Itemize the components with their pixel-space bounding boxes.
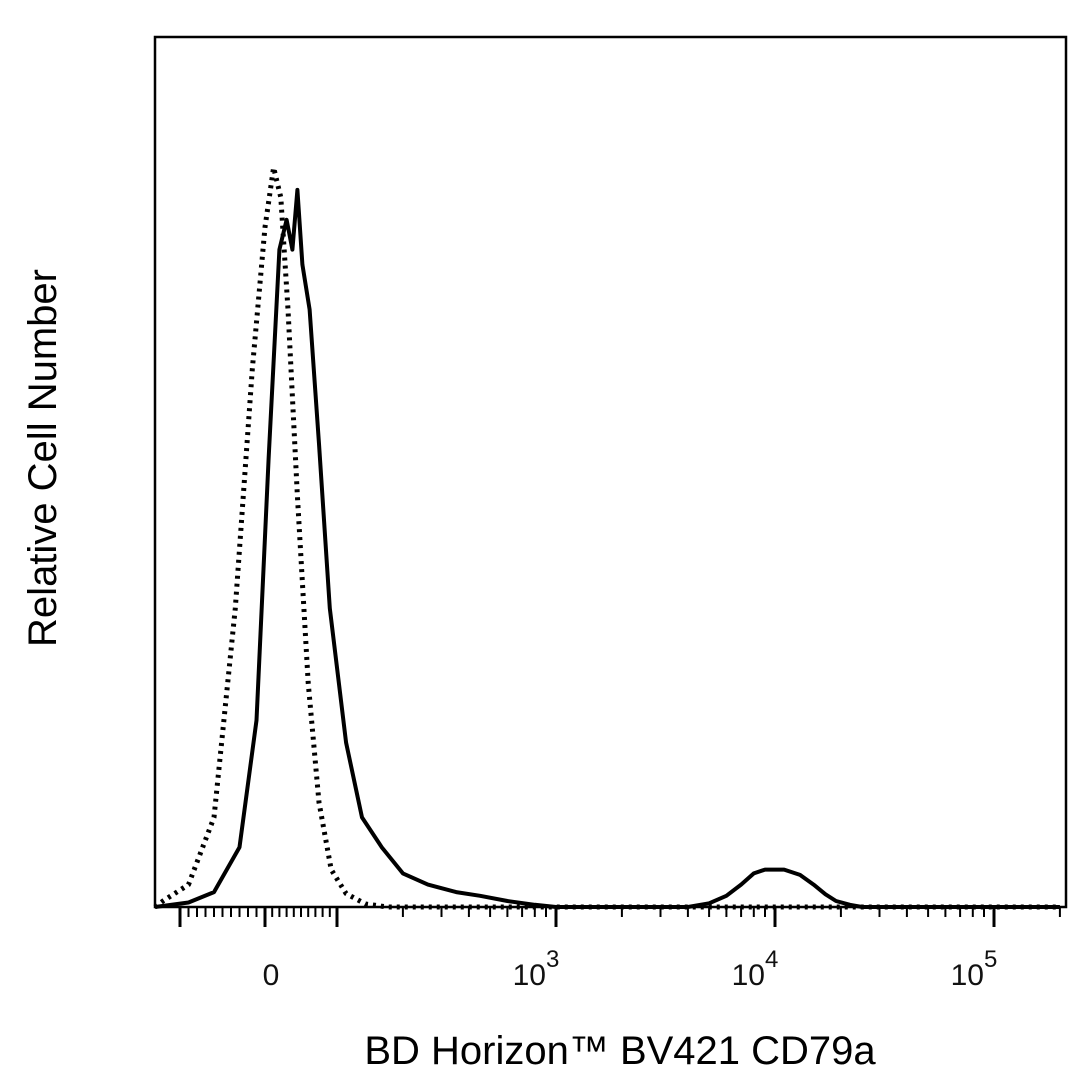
series-layer: [153, 165, 1060, 910]
y-axis-label: Relative Cell Number: [21, 269, 65, 647]
solid-series-line: [154, 187, 1060, 909]
plot-frame: [153, 35, 1068, 909]
x-axis-label: BD Horizon™ BV421 CD79a: [364, 1029, 876, 1073]
dotted-series-line: [153, 165, 1060, 910]
x-axis-tick-labels: 0 103 104 105: [263, 946, 998, 992]
x-tick-label: 105: [951, 946, 998, 992]
x-tick-label: 103: [513, 946, 560, 992]
x-tick-label: 0: [263, 959, 280, 992]
x-axis-ticks: [178, 907, 1061, 927]
x-tick-label: 104: [732, 946, 779, 992]
